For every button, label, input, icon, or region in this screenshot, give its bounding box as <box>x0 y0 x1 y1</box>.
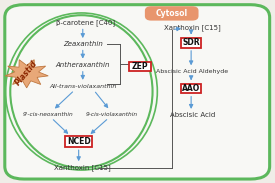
FancyBboxPatch shape <box>181 38 201 48</box>
Text: NCED: NCED <box>67 137 90 146</box>
Text: AAO: AAO <box>182 84 200 93</box>
Text: SDR: SDR <box>182 38 200 47</box>
Text: ZEP: ZEP <box>132 62 148 71</box>
Text: Zeaxanthin: Zeaxanthin <box>63 41 103 47</box>
Text: Abscisic Acid Aldehyde: Abscisic Acid Aldehyde <box>156 69 228 74</box>
FancyBboxPatch shape <box>146 7 198 20</box>
Text: 9-cis-violaxanthin: 9-cis-violaxanthin <box>86 112 138 117</box>
Text: Cytosol: Cytosol <box>156 9 188 18</box>
Text: Antheraxanthin: Antheraxanthin <box>56 62 110 68</box>
Text: All-trans-violaxanthin: All-trans-violaxanthin <box>49 84 117 89</box>
Polygon shape <box>5 60 48 88</box>
Text: β-carotene [C40]: β-carotene [C40] <box>56 19 115 26</box>
FancyBboxPatch shape <box>5 5 270 179</box>
Text: Xanthoxin [C15]: Xanthoxin [C15] <box>54 164 111 171</box>
Text: Abscisic Acid: Abscisic Acid <box>170 112 215 118</box>
Text: Plastid: Plastid <box>14 59 40 88</box>
Text: Xanthoxin [C15]: Xanthoxin [C15] <box>164 25 221 31</box>
FancyBboxPatch shape <box>181 84 201 93</box>
FancyBboxPatch shape <box>65 136 92 147</box>
Text: 9'-cis-neoxanthin: 9'-cis-neoxanthin <box>23 112 74 117</box>
FancyBboxPatch shape <box>129 62 151 71</box>
